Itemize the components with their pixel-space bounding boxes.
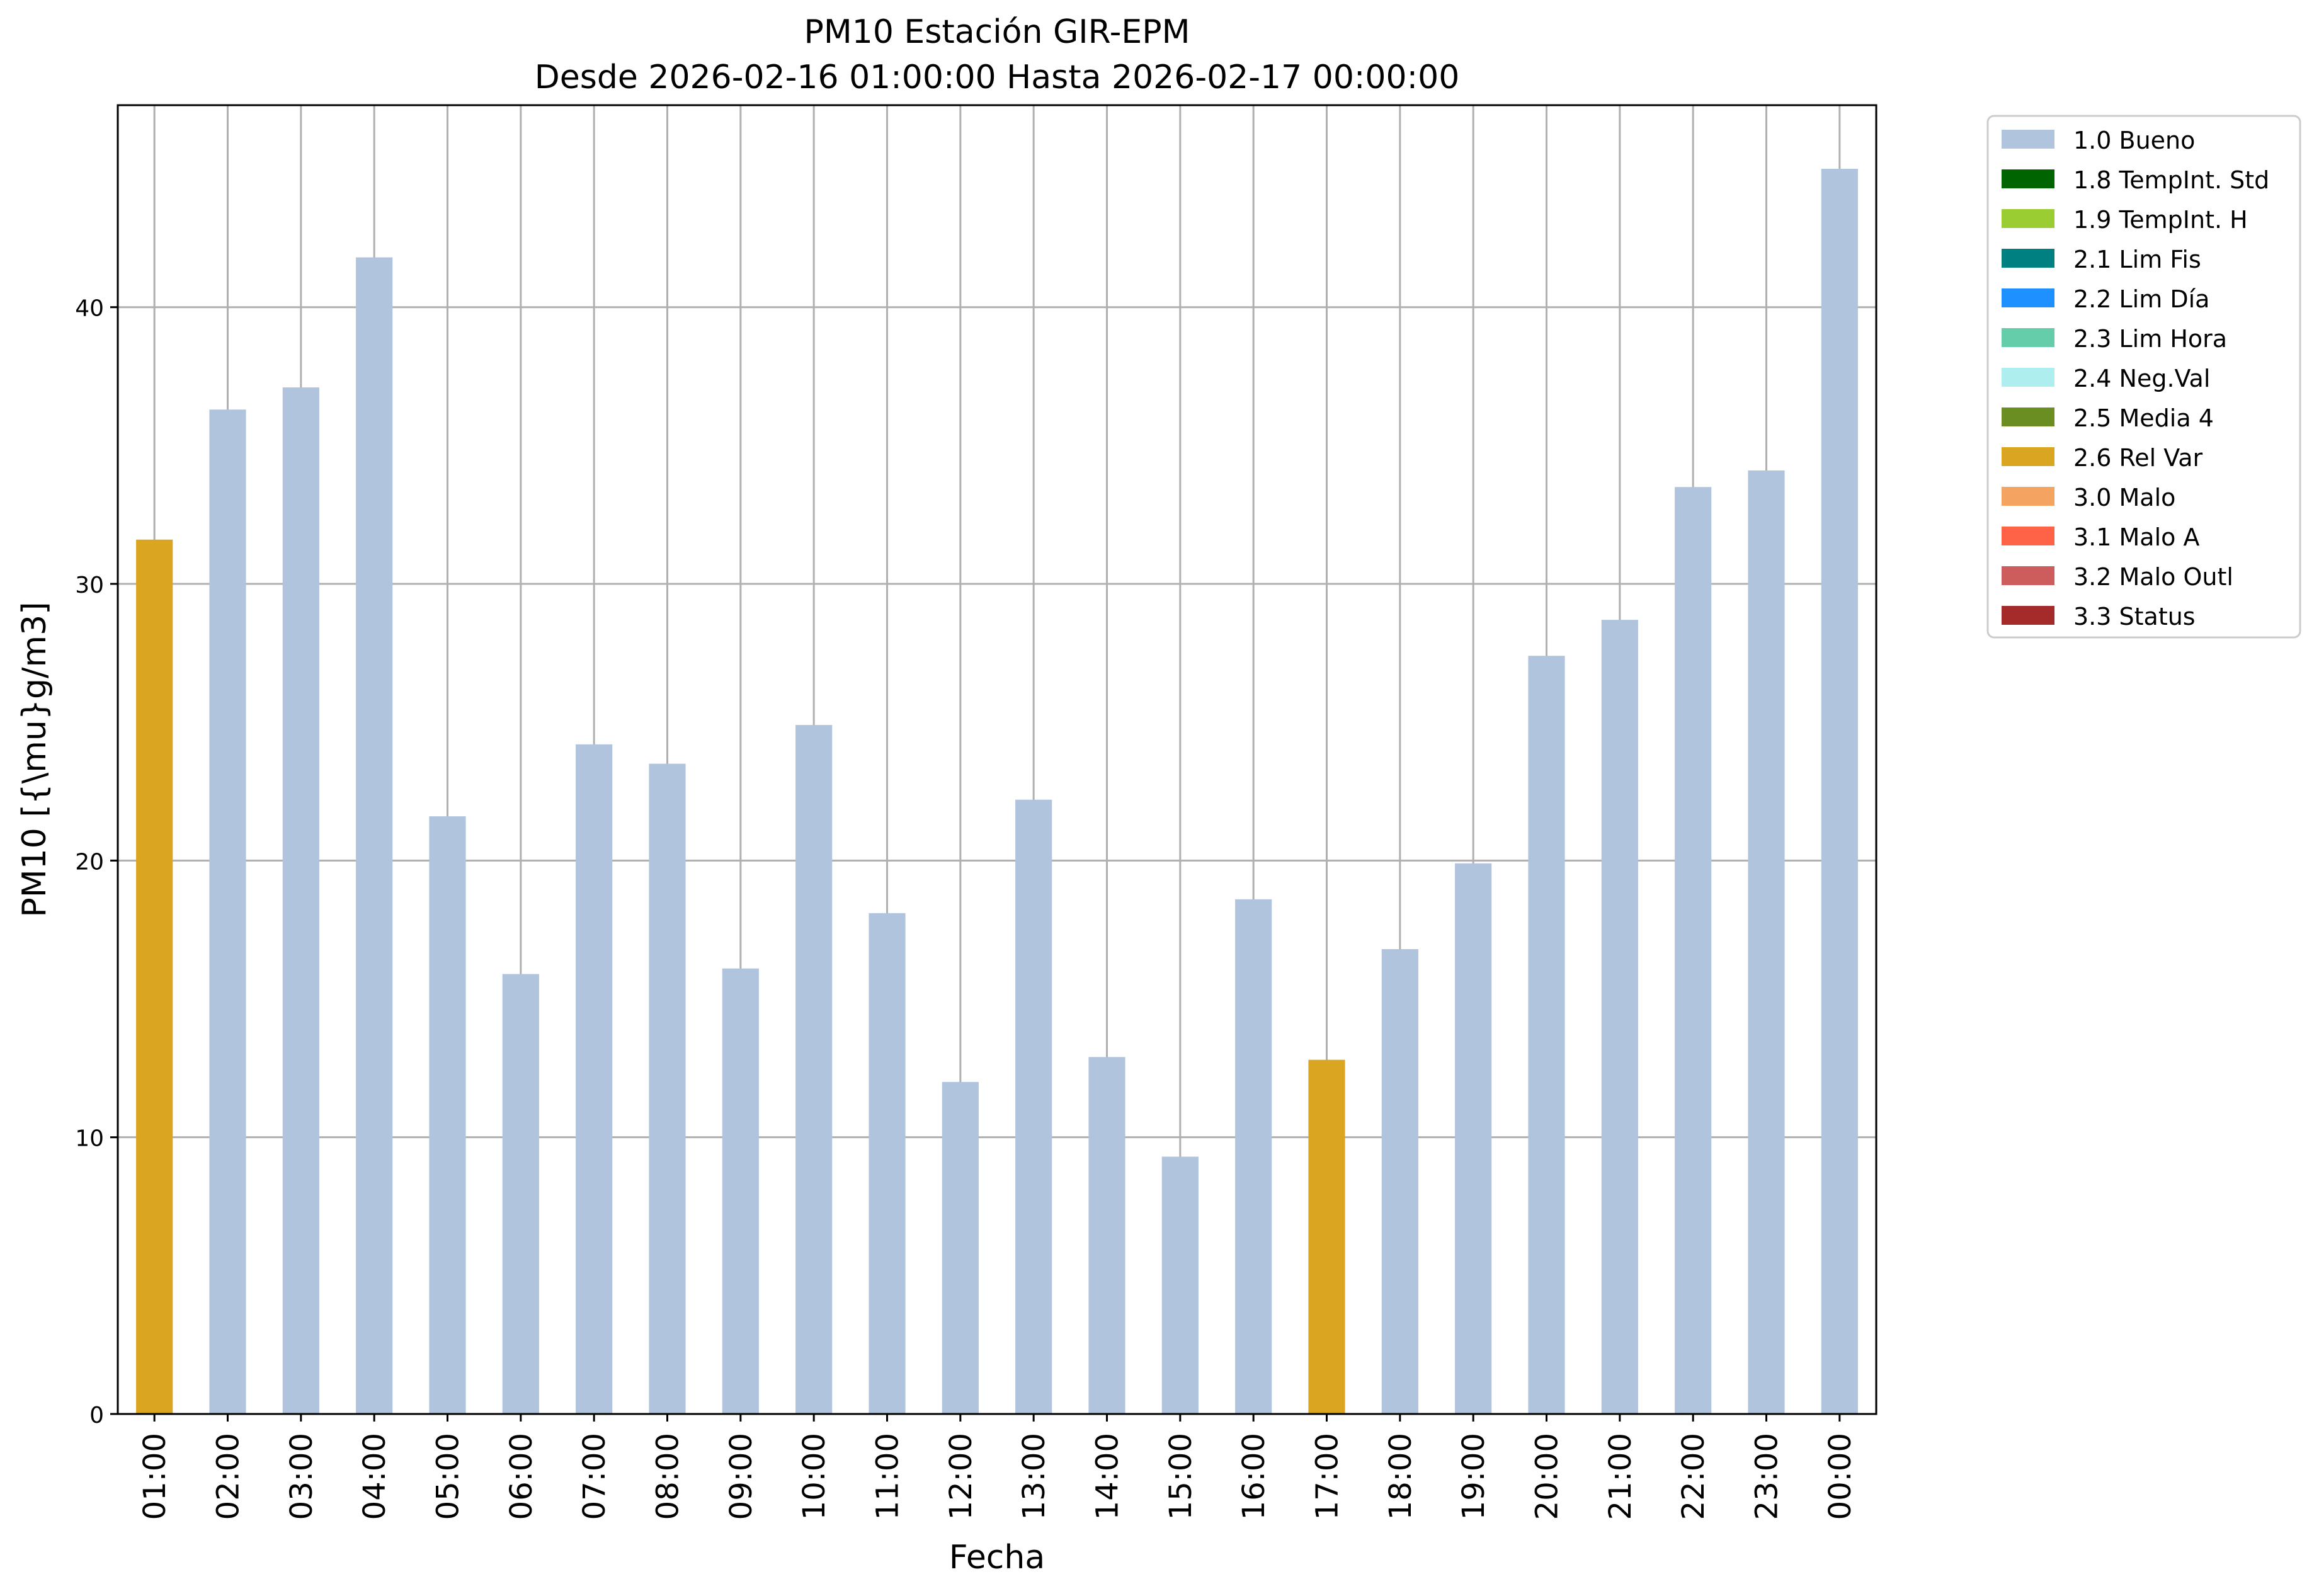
- bar: [795, 725, 833, 1414]
- x-tick-label: 22:00: [1676, 1433, 1711, 1520]
- x-tick-label: 04:00: [357, 1433, 392, 1520]
- legend-swatch: [2002, 606, 2054, 625]
- legend-label: 1.0 Bueno: [2073, 127, 2195, 154]
- bar: [282, 387, 319, 1415]
- y-tick-label: 10: [75, 1126, 104, 1152]
- x-tick-label: 07:00: [577, 1433, 612, 1520]
- bar: [1601, 620, 1638, 1415]
- legend-swatch: [2002, 487, 2054, 506]
- legend-swatch: [2002, 527, 2054, 545]
- legend-frame: [1986, 115, 2301, 639]
- legend-swatch: [2002, 566, 2054, 585]
- x-tick-label: 03:00: [284, 1433, 319, 1520]
- legend-label: 3.0 Malo: [2073, 484, 2175, 511]
- bar: [356, 257, 393, 1414]
- legend-swatch: [2002, 249, 2054, 268]
- bar: [429, 816, 466, 1414]
- x-tick-label: 23:00: [1750, 1433, 1785, 1520]
- x-axis: 01:00 02:00 03:00 04:00 05:00 06:00 07:00 08:00…: [137, 1414, 1858, 1520]
- chart-title: PM10 Estación GIR-EPM: [804, 13, 1190, 51]
- legend: 1.0 Bueno 1.8 TempInt. Std 1.9 TempInt. H 2…: [1986, 115, 2301, 639]
- x-tick-label: 15:00: [1163, 1433, 1199, 1520]
- chart-subtitle: Desde 2026-02-16 01:00:00 Hasta 2026-02-…: [535, 59, 1460, 96]
- bar: [1308, 1059, 1345, 1414]
- x-tick-label: 05:00: [431, 1433, 466, 1520]
- plot-frame: [117, 104, 1877, 1415]
- bar: [942, 1081, 979, 1414]
- legend-label: 3.2 Malo Outl: [2073, 563, 2233, 591]
- legend-label: 2.2 Lim Día: [2073, 285, 2209, 313]
- legend-swatch: [2002, 328, 2054, 347]
- legend-label: 1.9 TempInt. H: [2073, 206, 2248, 234]
- legend-label: 2.5 Media 4: [2073, 404, 2214, 432]
- legend-items: 1.0 Bueno 1.8 TempInt. Std 1.9 TempInt. H 2…: [2002, 127, 2269, 630]
- y-tick-label: 0: [89, 1403, 104, 1428]
- bars: [136, 169, 1858, 1415]
- bar: [1528, 656, 1565, 1414]
- bar: [722, 968, 759, 1414]
- x-tick-label: 10:00: [797, 1433, 832, 1520]
- y-axis-label: PM10 [{\mu}g/m3]: [16, 601, 54, 917]
- y-tick-label: 40: [75, 296, 104, 322]
- x-tick-label: 08:00: [651, 1433, 686, 1520]
- x-tick-label: 18:00: [1383, 1433, 1418, 1520]
- bar: [1381, 949, 1418, 1414]
- legend-swatch: [2002, 368, 2054, 387]
- legend-label: 3.1 Malo A: [2073, 523, 2199, 551]
- bar: [1088, 1057, 1125, 1414]
- bar: [649, 763, 686, 1414]
- x-tick-label: 13:00: [1017, 1433, 1052, 1520]
- bar: [1015, 799, 1052, 1414]
- legend-swatch: [2002, 447, 2054, 466]
- x-tick-label: 17:00: [1310, 1433, 1345, 1520]
- bar: [502, 974, 539, 1414]
- bar: [136, 539, 173, 1415]
- x-tick-label: 00:00: [1823, 1433, 1858, 1520]
- legend-label: 2.6 Rel Var: [2073, 444, 2203, 472]
- x-axis-label: Fecha: [949, 1539, 1045, 1576]
- bar: [1748, 470, 1785, 1414]
- bar: [209, 409, 246, 1414]
- bar: [1455, 863, 1492, 1414]
- x-tick-label: 12:00: [943, 1433, 979, 1520]
- legend-label: 1.8 TempInt. Std: [2073, 166, 2269, 194]
- x-tick-label: 20:00: [1530, 1433, 1565, 1520]
- x-tick-label: 11:00: [870, 1433, 906, 1520]
- legend-swatch: [2002, 169, 2054, 188]
- x-tick-label: 09:00: [724, 1433, 759, 1520]
- x-tick-label: 19:00: [1456, 1433, 1491, 1520]
- legend-swatch: [2002, 130, 2054, 149]
- bar: [869, 913, 906, 1414]
- bar: [1821, 169, 1858, 1414]
- legend-swatch: [2002, 408, 2054, 426]
- legend-swatch: [2002, 209, 2054, 228]
- legend-label: 2.1 Lim Fis: [2073, 246, 2201, 273]
- y-tick-label: 20: [75, 849, 104, 875]
- legend-label: 3.3 Status: [2073, 603, 2196, 630]
- y-axis: 0 10 20 30 40: [75, 296, 118, 1428]
- bar: [1675, 487, 1712, 1414]
- bar: [1161, 1156, 1199, 1414]
- legend-label: 2.3 Lim Hora: [2073, 325, 2227, 353]
- x-tick-label: 21:00: [1603, 1433, 1638, 1520]
- y-tick-label: 30: [75, 573, 104, 598]
- x-tick-label: 02:00: [211, 1433, 246, 1520]
- x-tick-label: 06:00: [504, 1433, 539, 1520]
- legend-label: 2.4 Neg.Val: [2073, 365, 2210, 392]
- x-tick-label: 16:00: [1236, 1433, 1272, 1520]
- legend-swatch: [2002, 288, 2054, 307]
- x-tick-label: 14:00: [1090, 1433, 1125, 1520]
- bar: [1235, 899, 1272, 1414]
- x-tick-label: 01:00: [137, 1433, 173, 1520]
- bar: [576, 744, 613, 1414]
